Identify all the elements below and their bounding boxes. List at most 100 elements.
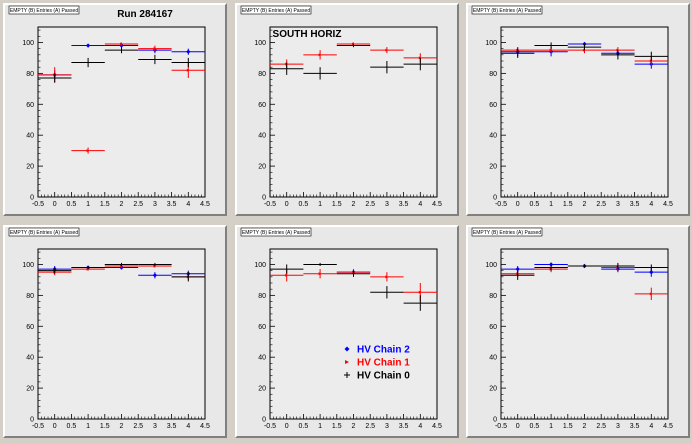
stat-box-frame <box>240 227 312 237</box>
x-tick-label: 2 <box>583 423 587 430</box>
y-tick-label: 40 <box>489 133 497 140</box>
x-tick-label: 1.5 <box>332 423 342 430</box>
x-tick-label: 2 <box>352 423 356 430</box>
x-tick-label: 2.5 <box>365 423 375 430</box>
data-point-marker <box>186 49 191 54</box>
legend-label: HV Chain 0 <box>357 371 410 382</box>
x-tick-label: -0.5 <box>32 423 44 430</box>
x-tick-label: 0.5 <box>530 201 540 208</box>
legend: HV Chain 2 HV Chain 1 HV Chain 0 <box>344 345 410 382</box>
y-tick-label: 20 <box>26 164 34 171</box>
y-tick-label: 100 <box>22 40 34 47</box>
plot-panel-3[interactable]: EMPTY (B) Entries (A) Passed -0.5 0 0.5 1 1.5… <box>466 3 690 216</box>
chart-svg: EMPTY (B) Entries (A) Passed-0.5 0 0.5 1 1.5… <box>471 5 673 208</box>
y-tick-label: 0 <box>493 417 497 424</box>
stat-box-text: EMPTY (B) Entries (A) Passed <box>242 8 310 14</box>
x-tick-label: 2 <box>120 201 124 208</box>
x-tick-label: 2.5 <box>133 201 143 208</box>
x-tick-label: 2 <box>583 201 587 208</box>
y-tick-label: 60 <box>26 102 34 109</box>
x-tick-label: 1.5 <box>563 201 573 208</box>
x-tick-label: 2.5 <box>596 423 606 430</box>
x-tick-label: 1.5 <box>100 423 110 430</box>
x-tick-label: -0.5 <box>264 201 276 208</box>
y-tick-label: 80 <box>258 293 266 300</box>
y-tick-label: 100 <box>485 40 497 47</box>
x-tick-label: 1.5 <box>332 201 342 208</box>
x-tick-label: 1 <box>318 201 322 208</box>
y-tick-label: 80 <box>26 293 34 300</box>
stat-box-frame <box>8 227 80 237</box>
x-tick-label: 4.5 <box>663 423 673 430</box>
y-tick-label: 100 <box>254 40 266 47</box>
y-tick-label: 40 <box>26 355 34 362</box>
y-tick-label: 80 <box>258 71 266 78</box>
stat-box: EMPTY (B) Entries (A) Passed <box>471 5 543 15</box>
stat-box-text: EMPTY (B) Entries (A) Passed <box>10 230 78 236</box>
x-tick-label: -0.5 <box>264 423 276 430</box>
stat-box: EMPTY (B) Entries (A) Passed <box>240 227 312 237</box>
data-point-marker <box>649 292 653 296</box>
y-tick-label: 40 <box>489 355 497 362</box>
stat-box-text: EMPTY (B) Entries (A) Passed <box>10 8 78 14</box>
data-point-marker <box>418 290 422 294</box>
x-tick-label: 3 <box>616 423 620 430</box>
stat-box-frame <box>471 227 543 237</box>
series-hv-chain-0 <box>270 44 437 80</box>
plot-title: Run 284167 <box>117 9 173 20</box>
y-tick-label: 0 <box>262 417 266 424</box>
plot-panel-1[interactable]: EMPTY (B) Entries (A) Passed Run 284167 -0… <box>3 3 227 216</box>
x-tick-label: 0 <box>516 423 520 430</box>
y-tick-label: 60 <box>489 102 497 109</box>
y-tick-label: 60 <box>258 324 266 331</box>
x-tick-label: 4 <box>418 201 422 208</box>
x-tick-label: 1.5 <box>100 201 110 208</box>
x-tick-label: 1 <box>549 201 553 208</box>
x-tick-label: 3.5 <box>167 201 177 208</box>
x-tick-label: 3 <box>153 201 157 208</box>
stat-box-frame <box>240 5 312 15</box>
x-tick-label: 2.5 <box>596 201 606 208</box>
y-tick-label: 60 <box>258 102 266 109</box>
y-tick-label: 20 <box>26 386 34 393</box>
plot-panel-2[interactable]: EMPTY (B) Entries (A) Passed SOUTH HORIZ -… <box>235 3 459 216</box>
y-tick-label: 20 <box>489 164 497 171</box>
x-tick-label: 3 <box>616 201 620 208</box>
y-tick-label: 80 <box>489 293 497 300</box>
x-tick-label: 3 <box>153 423 157 430</box>
plot-panel-4[interactable]: EMPTY (B) Entries (A) Passed -0.5 0 0.5 1 1.5… <box>3 225 227 438</box>
x-tick-label: 0 <box>285 423 289 430</box>
x-tick-label: 0.5 <box>67 423 77 430</box>
x-tick-label: 4.5 <box>432 201 442 208</box>
x-tick-label: 3.5 <box>399 423 409 430</box>
data-point-marker <box>85 43 91 48</box>
plot-frame <box>269 248 438 420</box>
y-tick-label: 0 <box>30 417 34 424</box>
y-tick-label: 40 <box>258 355 266 362</box>
series-hv-chain-0 <box>270 262 437 311</box>
y-tick-label: 60 <box>26 324 34 331</box>
data-point-marker <box>385 275 389 279</box>
x-tick-label: 2.5 <box>365 201 375 208</box>
y-tick-label: 20 <box>258 164 266 171</box>
series-hv-chain-0 <box>501 262 668 280</box>
x-tick-label: 4 <box>186 423 190 430</box>
x-tick-label: 0.5 <box>67 201 77 208</box>
x-tick-label: -0.5 <box>495 423 507 430</box>
stat-box-text: EMPTY (B) Entries (A) Passed <box>242 230 310 236</box>
series-hv-chain-0 <box>38 262 205 282</box>
x-tick-label: 4.5 <box>200 423 210 430</box>
x-tick-label: 4 <box>418 423 422 430</box>
legend-item: HV Chain 1 <box>345 358 410 369</box>
plot-panel-5[interactable]: EMPTY (B) Entries (A) Passed -0.5 0 0.5 1 1.5… <box>235 225 459 438</box>
plot-frame <box>269 26 438 198</box>
x-tick-label: 3.5 <box>167 423 177 430</box>
x-tick-label: 0.5 <box>299 201 309 208</box>
stat-box-frame <box>8 5 80 15</box>
y-tick-label: 40 <box>258 133 266 140</box>
stat-box-text: EMPTY (B) Entries (A) Passed <box>473 8 541 14</box>
plot-panel-6[interactable]: EMPTY (B) Entries (A) Passed -0.5 0 0.5 1 1.5… <box>466 225 690 438</box>
y-tick-label: 40 <box>26 133 34 140</box>
stat-box: EMPTY (B) Entries (A) Passed <box>8 5 80 15</box>
data-point-marker <box>86 267 90 271</box>
